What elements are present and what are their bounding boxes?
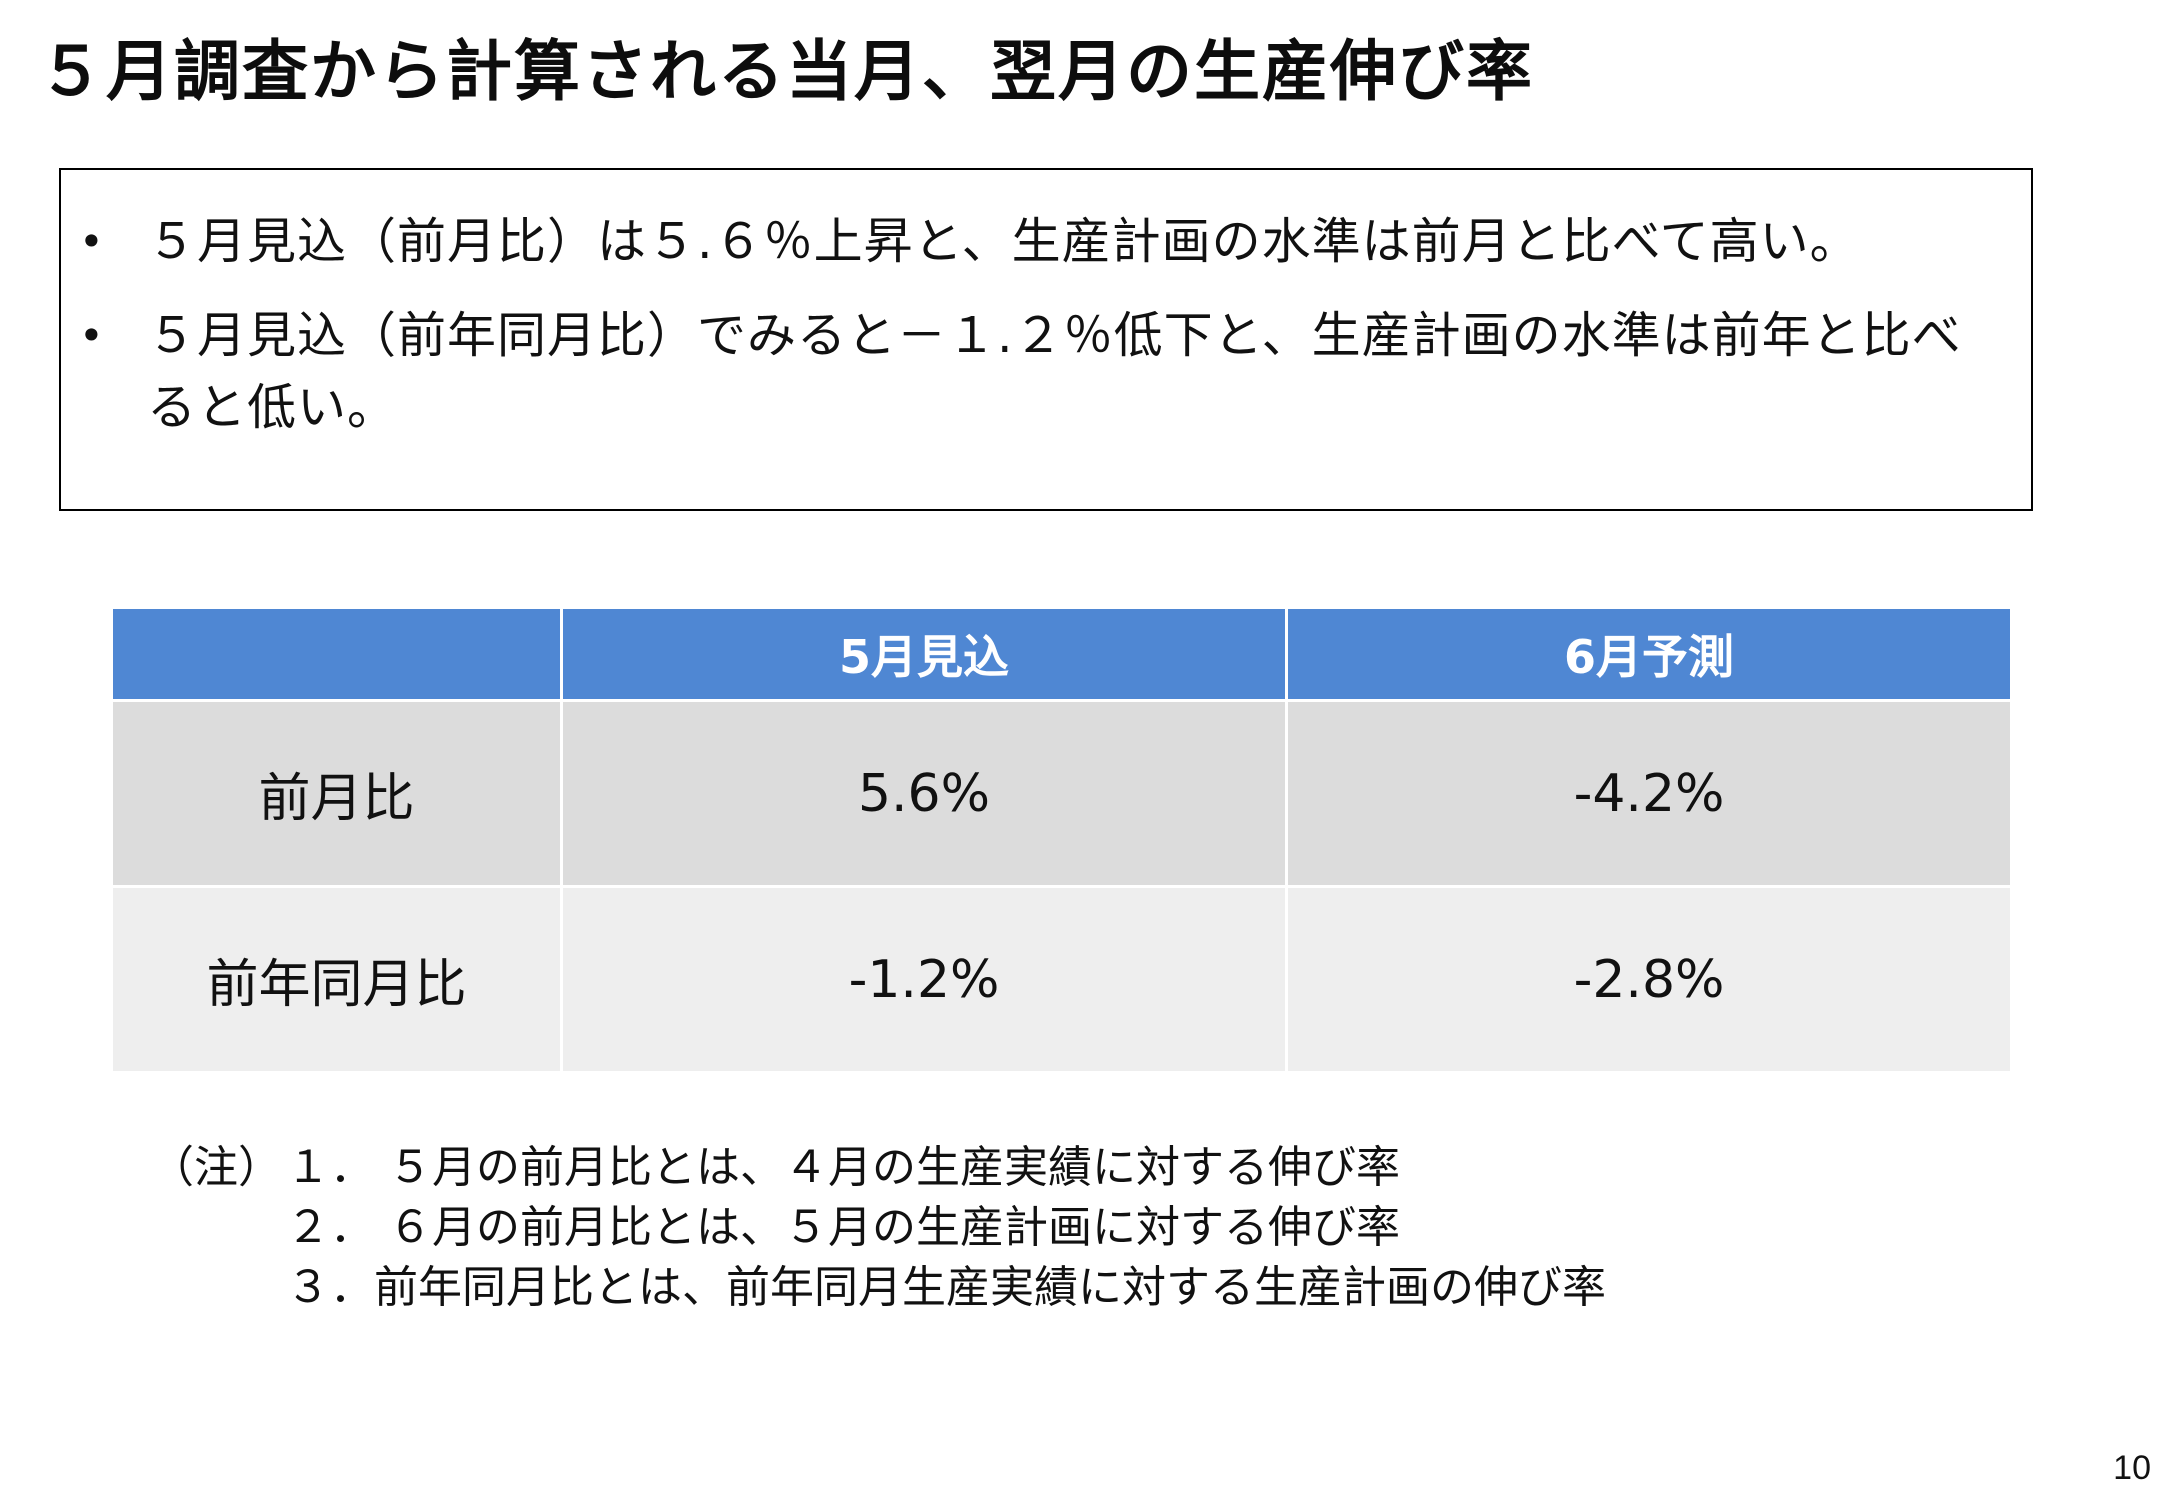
footnote-prefix: （注） <box>150 1142 282 1193</box>
bullet-icon: • <box>79 311 104 360</box>
table-cell: -1.2% <box>560 885 1288 1074</box>
summary-box: • ５月見込（前月比）は５.６％上昇と、生産計画の水準は前月と比べて高い。 • … <box>59 168 2033 511</box>
page-number: 10 <box>2113 1449 2151 1487</box>
table-header-empty <box>110 606 563 702</box>
table-header-row: 5月見込 6月予測 <box>110 606 2013 702</box>
growth-rate-table: 5月見込 6月予測 前月比 5.6% -4.2% 前年同月比 -1.2% -2.… <box>110 606 2013 1074</box>
row-label: 前月比 <box>110 699 563 888</box>
footnote-text: ２． ６月の前月比とは、５月の生産計画に対する伸び率 <box>286 1202 1400 1253</box>
table-cell: -2.8% <box>1285 885 2013 1074</box>
table-cell: -4.2% <box>1285 699 2013 888</box>
slide-title: ５月調査から計算される当月、翌月の生産伸び率 <box>38 33 1534 110</box>
table-cell: 5.6% <box>560 699 1288 888</box>
table-row: 前年同月比 -1.2% -2.8% <box>110 885 2013 1074</box>
summary-bullet-text: ５月見込（前年同月比）でみると－１.２％低下と、生産計画の水準は前年と比べると低… <box>147 307 1962 436</box>
table-row: 前月比 5.6% -4.2% <box>110 699 2013 888</box>
table-header-may-estimate: 5月見込 <box>560 606 1288 702</box>
bullet-icon: • <box>79 217 104 266</box>
summary-bullet-text: ５月見込（前月比）は５.６％上昇と、生産計画の水準は前月と比べて高い。 <box>147 213 1860 270</box>
footnote-text: １． ５月の前月比とは、４月の生産実績に対する伸び率 <box>286 1142 1400 1193</box>
row-label: 前年同月比 <box>110 885 563 1074</box>
footnote-text: ３．前年同月比とは、前年同月生産実績に対する生産計画の伸び率 <box>286 1262 1606 1313</box>
table-header-june-forecast: 6月予測 <box>1285 606 2013 702</box>
